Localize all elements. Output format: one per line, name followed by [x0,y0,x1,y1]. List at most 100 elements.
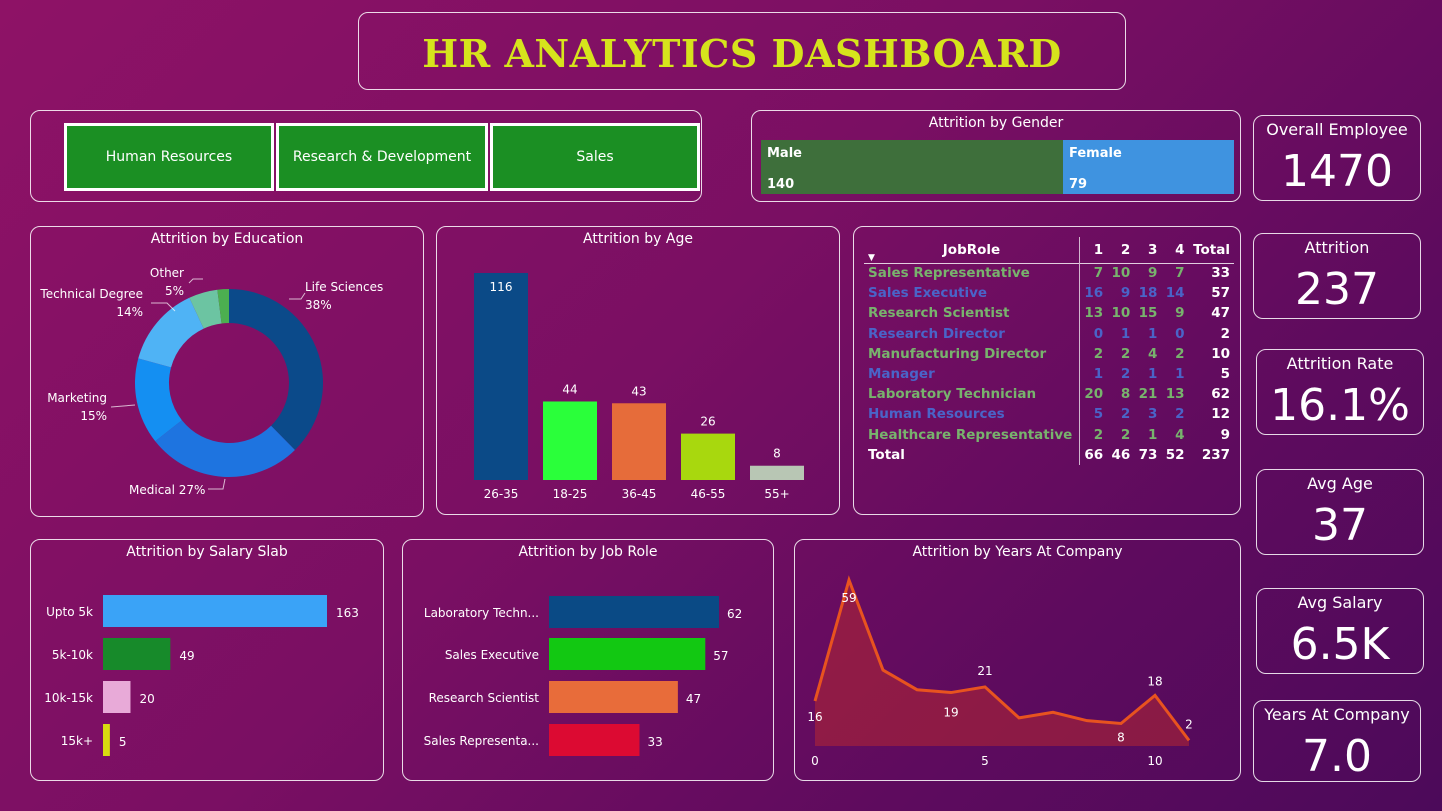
table-row[interactable]: Research Director 0 1 1 0 2 [864,323,1234,344]
column-header-total[interactable]: Total [1193,241,1230,258]
donut-slice[interactable] [135,358,182,442]
table-cell: 14 [1165,285,1185,302]
label-medical: Medical 27% [129,483,205,497]
education-title: Attrition by Education [150,231,304,247]
donut-slice[interactable] [189,289,222,329]
table-cell: 9 [1175,305,1185,322]
table-row[interactable]: Manufacturing Director 2 2 4 2 10 [864,343,1234,364]
data-label: 57 [713,649,728,663]
donut-slice[interactable] [138,297,204,368]
total-cell: 52 [1165,446,1185,463]
table-cell: 15 [1138,305,1158,322]
table-row[interactable]: Laboratory Technician 20 8 21 13 62 [864,384,1234,405]
salary-bar[interactable] [103,724,110,756]
row-total-cell: 47 [1211,305,1230,322]
donut-slice[interactable] [217,289,229,324]
table-row[interactable]: Manager 1 2 1 1 5 [864,363,1234,385]
label-marketing: Marketing [47,391,107,405]
column-header-1[interactable]: 1 [1093,241,1104,258]
data-label: 49 [179,649,194,663]
table-row[interactable]: Sales Representative 7 10 9 7 33 [864,263,1234,284]
age-bar[interactable] [543,401,597,480]
age-bar[interactable] [612,403,666,480]
row-label: Sales Representative [864,263,1080,284]
male-tile[interactable]: Male 140 [761,140,1063,194]
slicer-research-development[interactable]: Research & Development [276,123,488,191]
table-row[interactable]: Human Resources 5 2 3 2 12 [864,404,1234,425]
kpi-label: Avg Salary [1297,593,1383,612]
table-cell: 7 [1175,265,1185,282]
column-header-2[interactable]: 2 [1120,241,1131,258]
salary-bar[interactable] [103,595,327,627]
jobrole-bar[interactable] [549,596,719,628]
data-label: 5 [119,735,127,749]
table-cell: 1 [1147,366,1158,383]
tick-label: 55+ [764,487,789,501]
data-label: 8 [773,447,781,461]
table-cell: 1 [1147,426,1158,443]
leader-line [208,478,226,490]
female-label: Female [1069,146,1122,161]
data-label: 18 [1147,674,1162,688]
row-total-cell: 57 [1211,285,1230,302]
table-total-row: Total 66 46 73 52 237 [864,444,1234,465]
data-label: 20 [139,692,154,706]
table-cell: 1 [1175,366,1185,383]
row-total-cell: 33 [1211,265,1230,282]
leader-line [289,292,306,300]
tick-label: 0 [811,754,819,768]
jobrole-bar[interactable] [549,681,678,713]
education-donut-chart: Life Sciences 38% Medical 27% Marketing 15% T… [39,266,383,497]
table-cell: 2 [1120,406,1131,423]
years-title: Attrition by Years At Company [912,544,1123,560]
row-label: Laboratory Technician [864,384,1080,405]
kpi-value: 6.5K [1290,619,1390,670]
table-row[interactable]: Research Scientist 13 10 15 9 47 [864,303,1234,324]
data-label: 44 [562,382,577,396]
kpi-avg-salary: Avg Salary 6.5K [1256,588,1424,674]
age-bar[interactable] [750,465,804,480]
slicer-human-resources[interactable]: Human Resources [64,123,274,191]
column-header-4[interactable]: 4 [1175,241,1185,258]
column-header-3[interactable]: 3 [1147,241,1158,258]
total-cell: 46 [1111,446,1131,463]
jobrole-bar[interactable] [549,638,706,670]
tick-label: 46-55 [691,487,726,501]
table-cell: 1 [1120,325,1131,342]
table-cell: 9 [1120,285,1131,302]
row-label: Research Director [864,323,1080,344]
kpi-value: 1470 [1281,146,1393,197]
donut-slice[interactable] [155,420,295,477]
table-row[interactable]: Sales Executive 16 9 18 14 57 [864,283,1234,304]
category-label: 10k-15k [44,691,93,705]
table-cell: 13 [1084,305,1104,322]
male-value: 140 [767,177,795,192]
category-label: Sales Executive [445,648,539,662]
jobrole-title: Attrition by Job Role [518,544,658,560]
slicer-sales[interactable]: Sales [490,123,700,191]
age-bar[interactable] [681,433,735,480]
table-header-row: JobRole ▼ 1 2 3 4 Total [864,237,1234,263]
row-label: Healthcare Representative [864,424,1080,445]
row-total-cell: 9 [1220,426,1230,443]
row-total-cell: 12 [1211,406,1230,423]
row-label: Manager [864,363,1080,385]
data-label: 16 [807,710,822,724]
attrition-line[interactable] [813,575,1191,742]
column-header-jobrole[interactable]: JobRole ▼ [864,237,1080,263]
donut-slice[interactable] [229,289,323,450]
jobrole-bar[interactable] [549,724,640,756]
jobrole-matrix-panel: JobRole ▼ 1 2 3 4 Total Sales Representa… [853,226,1241,515]
years-area-chart: 16 59 19 21 8 18 2 0 5 10 [807,575,1193,768]
table-cell: 16 [1084,285,1104,302]
female-tile[interactable]: Female 79 [1063,140,1234,194]
table-row[interactable]: Healthcare Representative 2 2 1 4 9 [864,424,1234,445]
kpi-years-at-company: Years At Company 7.0 [1253,700,1421,782]
row-label: Research Scientist [864,303,1080,324]
age-bar[interactable] [474,273,528,480]
sort-down-icon[interactable]: ▼ [868,253,875,263]
salary-bar[interactable] [103,638,171,670]
salary-bar[interactable] [103,681,131,713]
table-cell: 7 [1093,265,1104,282]
pct-technical-degree: 14% [116,305,143,319]
